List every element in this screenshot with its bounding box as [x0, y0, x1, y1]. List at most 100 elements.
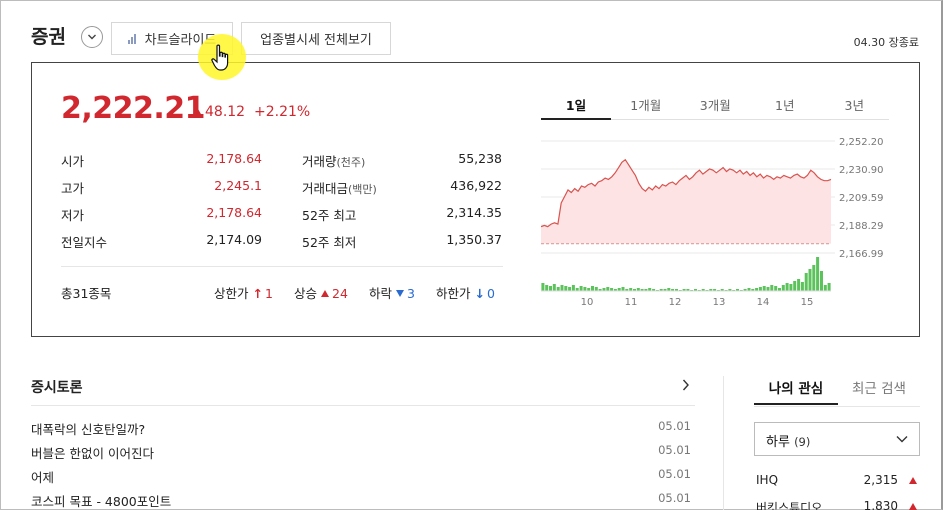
volume-bar	[694, 289, 697, 291]
volume-bar	[610, 288, 614, 291]
open-value: 2,178.64	[206, 151, 262, 166]
volume-bar	[625, 289, 629, 291]
sector-view-all-label: 업종별시세 전체보기	[260, 33, 372, 48]
x-tick-label: 15	[801, 297, 814, 308]
tab-3y[interactable]: 3년	[844, 98, 864, 113]
price-line	[541, 158, 832, 228]
discussion-post[interactable]: 대폭락의 신호탄일까? 05.01	[31, 419, 691, 437]
volume-bar	[747, 288, 751, 291]
discussion-title[interactable]: 증시토론	[31, 380, 83, 396]
high52-label: 52주 최고	[302, 208, 357, 223]
y-tick-label: 2,209.59	[839, 193, 884, 204]
amount-value: 436,922	[450, 178, 502, 193]
high52-value: 2,314.35	[446, 205, 502, 220]
low52-value: 1,350.37	[446, 232, 502, 247]
volume-bar	[701, 289, 705, 291]
volume-bar	[644, 289, 648, 291]
up-arrow-icon: ↑	[252, 286, 263, 301]
volume-bar	[598, 289, 602, 291]
index-change-pct: +2.21%	[254, 104, 311, 120]
watchlist-item[interactable]: 버킷스튜디오 1,830	[756, 499, 920, 510]
up-triangle-icon	[909, 477, 917, 484]
volume-bar	[571, 285, 575, 291]
stats-divider	[61, 266, 503, 267]
volume-value: 55,238	[458, 151, 502, 166]
volume-bar	[594, 287, 598, 291]
volume-bar	[591, 286, 594, 291]
y-tick-label: 2,230.90	[839, 165, 884, 176]
chart-slide-label: 차트슬라이드	[144, 33, 217, 48]
volume-bar	[541, 283, 545, 291]
down-arrow-icon: ↓	[474, 286, 485, 301]
sector-view-all-button[interactable]: 업종별시세 전체보기	[241, 22, 391, 55]
volume-bar	[613, 289, 617, 291]
tab-1d[interactable]: 1일	[541, 91, 611, 120]
volume-bar	[820, 271, 823, 291]
watchlist-item[interactable]: IHQ 2,315	[756, 473, 920, 487]
tab-recent-search[interactable]: 최근 검색	[852, 381, 906, 397]
volume-bar	[808, 269, 812, 291]
up-triangle-icon	[909, 503, 917, 510]
column-divider	[723, 376, 724, 510]
y-tick-label: 2,166.99	[839, 249, 884, 260]
volume-bar	[568, 287, 572, 291]
tab-3m[interactable]: 3개월	[699, 98, 731, 113]
page-title: 증권	[31, 26, 66, 48]
volume-bar	[816, 257, 820, 291]
intraday-chart[interactable]: 2,252.20 2,230.90 2,209.59 2,188.29 2,166.99…	[541, 131, 916, 316]
tab-my-interest[interactable]: 나의 관심	[754, 369, 838, 405]
volume-bar	[579, 286, 583, 291]
volume-bar	[823, 285, 827, 291]
volume-bar	[758, 287, 762, 291]
chevron-right-icon[interactable]	[681, 378, 691, 392]
prev-close-value: 2,174.09	[206, 232, 262, 247]
volume-bar	[827, 283, 831, 291]
up-triangle-icon	[192, 107, 202, 116]
collapse-toggle-button[interactable]	[81, 26, 103, 48]
volume-bar	[667, 288, 671, 291]
volume-bar	[556, 287, 560, 291]
volume-bar	[713, 289, 717, 291]
volume-bar	[636, 288, 640, 291]
volume-bar	[686, 289, 690, 291]
discussion-post[interactable]: 버블은 한없이 이어진다 05.01	[31, 443, 691, 461]
index-value: 2,222.21	[61, 91, 206, 126]
chevron-down-icon	[88, 34, 96, 40]
watchlist-group-select[interactable]: 하루 (9)	[754, 422, 920, 456]
low52-label: 52주 최저	[302, 235, 357, 250]
tab-1y[interactable]: 1년	[775, 98, 795, 113]
volume-bar	[720, 289, 724, 291]
volume-bar	[606, 287, 610, 291]
down-triangle-icon	[396, 290, 405, 297]
amount-label: 거래대금(백만)	[302, 181, 377, 196]
volume-bar	[743, 289, 747, 291]
high-label: 고가	[61, 181, 85, 196]
x-tick-label: 13	[713, 297, 726, 308]
volume-bar	[766, 287, 770, 291]
volume-bar	[549, 286, 552, 291]
open-label: 시가	[61, 154, 85, 169]
volume-bar	[587, 288, 591, 291]
up-triangle-icon	[321, 290, 330, 297]
discussion-post[interactable]: 어제 05.01	[31, 467, 691, 485]
lower-limit-count: 하한가 ↓ 0	[436, 286, 495, 301]
volume-bar	[797, 279, 801, 291]
volume-bar	[682, 289, 686, 291]
volume-bar	[804, 273, 808, 291]
volume-bar	[728, 289, 732, 291]
high-value: 2,245.1	[214, 178, 262, 193]
index-summary-panel: 2,222.21 48.12 +2.21% 시가 2,178.64 고가 2,2…	[31, 62, 920, 337]
volume-bar	[621, 287, 625, 291]
volume-bar	[663, 289, 667, 291]
rise-count: 상승 24	[294, 286, 348, 301]
bar-chart-icon	[127, 33, 140, 44]
prev-close-label: 전일지수	[61, 235, 108, 250]
volume-bar	[709, 289, 713, 291]
index-change: 48.12	[192, 104, 245, 120]
discussion-post[interactable]: 코스피 목표 - 4800포인트 05.01	[31, 491, 691, 509]
fall-count: 하락 3	[369, 286, 415, 301]
tab-1m[interactable]: 1개월	[630, 98, 662, 113]
hand-cursor-icon	[211, 44, 229, 71]
volume-bar	[770, 285, 774, 291]
volume-bar	[545, 285, 549, 291]
